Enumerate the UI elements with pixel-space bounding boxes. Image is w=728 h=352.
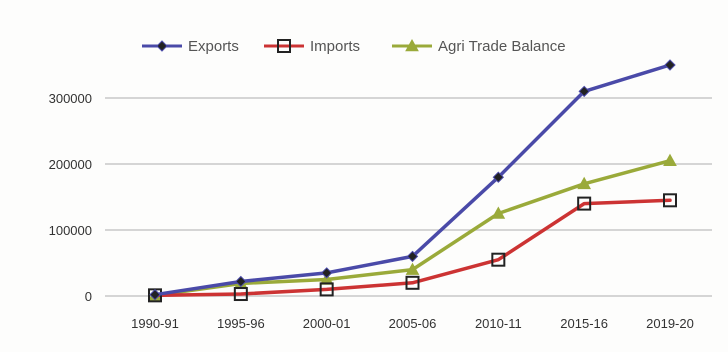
- y-tick-label: 100000: [49, 223, 92, 238]
- y-tick-label: 300000: [49, 91, 92, 106]
- data-point-triangle: [663, 153, 677, 166]
- x-tick-label: 2010-11: [475, 316, 522, 331]
- data-point-triangle: [405, 38, 419, 52]
- data-point-diamond: [149, 288, 161, 301]
- data-point-square: [405, 275, 420, 290]
- data-point-square: [277, 39, 291, 53]
- series-group: [148, 59, 677, 303]
- legend-label: Imports: [310, 38, 360, 55]
- data-point-triangle: [577, 176, 592, 190]
- data-point-square: [663, 193, 677, 208]
- data-point-square: [491, 252, 506, 267]
- data-point-diamond: [578, 85, 590, 98]
- data-point-diamond: [235, 275, 247, 288]
- y-tick-label: 200000: [49, 157, 92, 172]
- y-axis: 0 100000 200000 300000: [49, 91, 92, 304]
- x-tick-label: 1995-96: [217, 316, 265, 331]
- x-tick-label: 1990-91: [131, 316, 179, 331]
- x-tick-label: 2000-01: [303, 316, 351, 331]
- x-tick-label: 2019-20: [646, 316, 694, 331]
- data-point-square: [577, 196, 592, 211]
- x-tick-label: 2015-16: [560, 316, 608, 331]
- series-line-imports: [153, 198, 672, 298]
- legend: Exports Imports Agri Trade Balance: [142, 38, 566, 55]
- data-point-triangle: [491, 206, 506, 219]
- data-point-diamond: [406, 250, 419, 263]
- series-line-agri-trade-balance: [153, 158, 672, 298]
- x-axis: 1990-91 1995-96 2000-01 2005-06 2010-11 2015-…: [131, 316, 694, 331]
- data-point-square: [233, 287, 248, 302]
- data-point-diamond: [156, 40, 168, 52]
- data-point-diamond: [320, 267, 333, 279]
- x-tick-label: 2005-06: [389, 316, 437, 331]
- y-tick-label: 0: [85, 289, 92, 304]
- grid-lines: [105, 97, 712, 297]
- data-point-square: [319, 282, 334, 297]
- data-point-diamond: [664, 59, 676, 71]
- legend-label: Agri Trade Balance: [438, 38, 566, 55]
- legend-label: Exports: [188, 38, 239, 55]
- data-point-diamond: [492, 171, 505, 183]
- data-point-triangle: [405, 262, 420, 275]
